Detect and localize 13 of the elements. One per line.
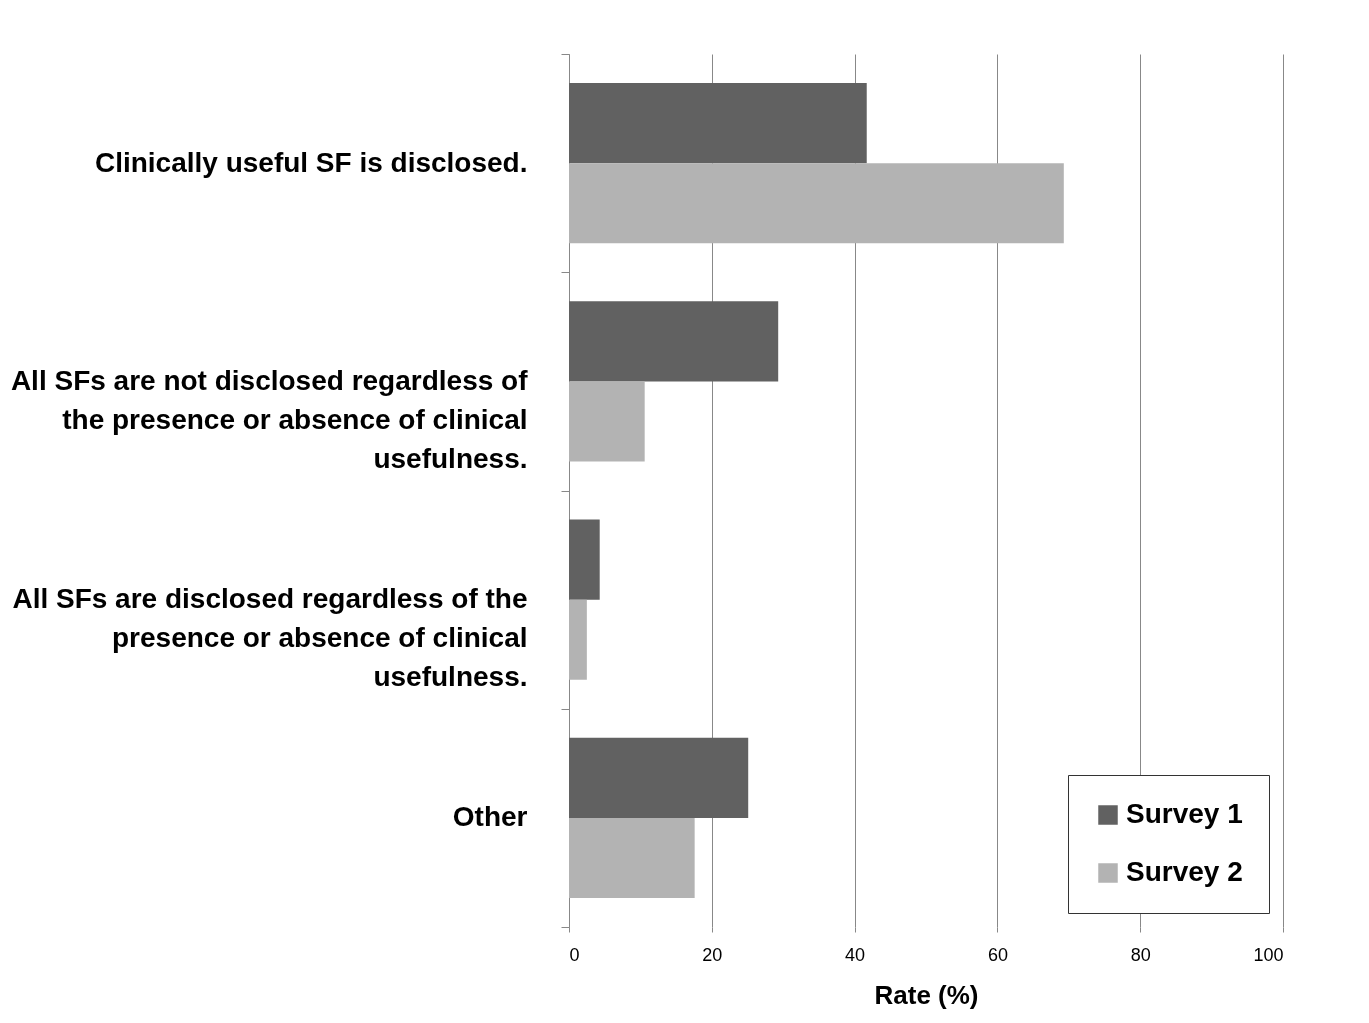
y-tick-label: Clinically useful SF is disclosed.: [94, 146, 528, 178]
x-tick-label: 0: [569, 944, 580, 965]
y-tick-label: Other: [452, 801, 528, 833]
x-tick-label: 100: [1253, 944, 1284, 965]
y-tick-label: All SFs are disclosed regardless of the presence or absence of clinical usefulness.: [12, 583, 528, 693]
x-tick-label: 20: [702, 944, 723, 965]
x-tick-label: 60: [987, 944, 1008, 965]
x-axis-title: Rate (%): [874, 979, 979, 1010]
y-tick-label: All SFs are not disclosed regardless of the presence or absence of clinical usefulness.: [10, 364, 529, 474]
legend-label: Survey 2: [1126, 856, 1243, 887]
x-tick-label: 40: [845, 944, 866, 965]
legend-label: Survey 1: [1126, 798, 1243, 829]
x-tick-label: 80: [1130, 944, 1151, 965]
